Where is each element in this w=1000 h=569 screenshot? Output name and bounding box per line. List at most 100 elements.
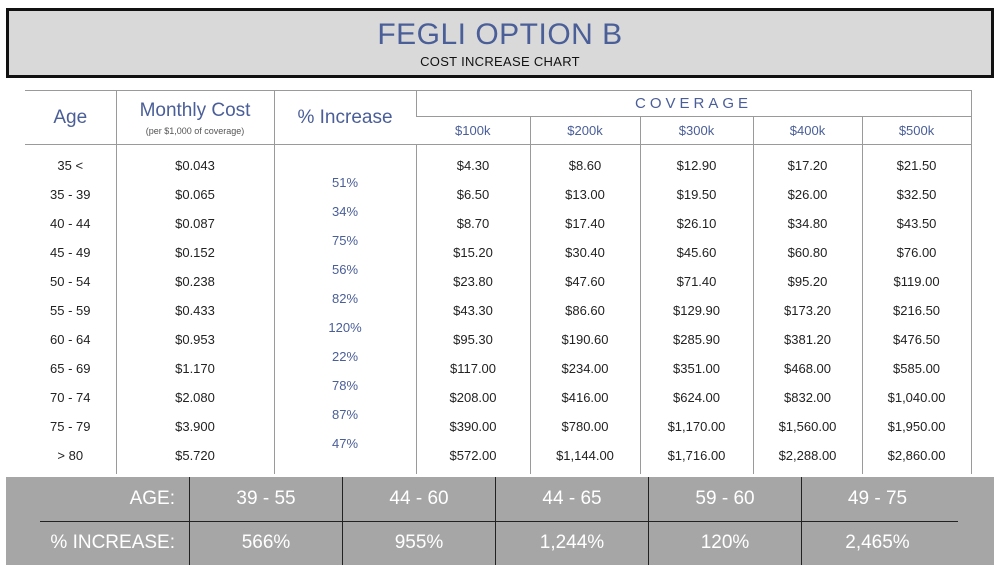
monthly-cost-cell: $0.152 (115, 238, 274, 267)
coverage-cost-cell: $624.00 (639, 383, 753, 412)
coverage-cost-cell: $26.10 (639, 209, 753, 238)
table-row: 40 - 44 $0.087 $8.70 $17.40 $26.10 $34.80 $43.… (25, 209, 972, 238)
header-age: Age (25, 90, 116, 145)
coverage-cost-cell: $13.00 (529, 180, 640, 209)
coverage-cost-cell: $234.00 (529, 354, 640, 383)
coverage-cost-cell: $19.50 (639, 180, 753, 209)
age-cell: 35 < (57, 158, 84, 173)
coverage-cost-cell: $26.00 (752, 180, 862, 209)
coverage-cost-cell: $190.60 (529, 325, 640, 354)
coverage-cost-cell: $351.00 (639, 354, 753, 383)
coverage-cost-cell: $21.50 (861, 144, 972, 180)
summary-age-cell: 44 - 60 (342, 477, 495, 521)
increase-value: 75% (331, 233, 359, 248)
age-cell: 50 - 54 (50, 274, 91, 289)
coverage-cost-cell: $173.20 (752, 296, 862, 325)
header-coverage-500k: $500k (861, 116, 972, 145)
coverage-cost-cell: $572.00 (415, 441, 530, 474)
table-row: 35 < $0.043 51% 34% 75% 56% 82% 120% 22% 78% 87% 47… (25, 144, 972, 474)
monthly-cost-cell: $0.433 (115, 296, 274, 325)
table-row: 75 - 79 $3.900 $390.00 $780.00 $1,170.00 $1,5… (25, 412, 972, 441)
increase-value: 34% (331, 204, 359, 219)
coverage-cost-cell: $17.20 (752, 144, 862, 180)
monthly-cost-cell: $5.720 (115, 441, 274, 474)
header-coverage-400k: $400k (752, 116, 862, 145)
coverage-cost-cell: $416.00 (529, 383, 640, 412)
header-coverage-300k: $300k (639, 116, 753, 145)
table-row: 65 - 69 $1.170 $117.00 $234.00 $351.00 $468.0… (25, 354, 972, 383)
summary-bar: AGE: 39 - 55 44 - 60 44 - 65 59 - 60 49 … (6, 477, 994, 565)
summary-increase-cell: 955% (342, 521, 495, 565)
increase-value: 47% (331, 436, 359, 451)
coverage-cost-cell: $32.50 (861, 180, 972, 209)
coverage-cost-cell: $43.50 (861, 209, 972, 238)
header-monthly-cost: Monthly Cost (per $1,000 of coverage) (115, 90, 274, 145)
table-row: 70 - 74 $2.080 $208.00 $416.00 $624.00 $832.0… (25, 383, 972, 412)
coverage-cost-cell: $832.00 (752, 383, 862, 412)
summary-increase-row: % INCREASE: 566% 955% 1,244% 120% 2,465% (6, 521, 994, 565)
table-row: 50 - 54 $0.238 $23.80 $47.60 $71.40 $95.20 $11… (25, 267, 972, 296)
summary-increase-cell: 566% (189, 521, 342, 565)
increase-value: 120% (328, 320, 362, 335)
summary-increase-cell: 120% (648, 521, 801, 565)
coverage-cost-cell: $95.30 (415, 325, 530, 354)
summary-age-cell: 39 - 55 (189, 477, 342, 521)
increase-column: 51% 34% 75% 56% 82% 120% 22% 78% 87% 47% (273, 144, 416, 474)
monthly-cost-cell: $0.953 (115, 325, 274, 354)
coverage-cost-cell: $60.80 (752, 238, 862, 267)
coverage-cost-cell: $585.00 (861, 354, 972, 383)
monthly-cost-cell: $0.087 (115, 209, 274, 238)
coverage-cost-cell: $216.50 (861, 296, 972, 325)
age-cell: 65 - 69 (50, 361, 91, 376)
coverage-cost-cell: $6.50 (415, 180, 530, 209)
monthly-cost-cell: $3.900 (115, 412, 274, 441)
summary-age-cell: 49 - 75 (801, 477, 953, 521)
coverage-cost-cell: $476.50 (861, 325, 972, 354)
age-cell: 75 - 79 (50, 419, 91, 434)
increase-value: 82% (331, 291, 359, 306)
monthly-cost-cell: $0.065 (115, 180, 274, 209)
header-coverage-200k: $200k (529, 116, 640, 145)
table-row: 60 - 64 $0.953 $95.30 $190.60 $285.90 $381.20… (25, 325, 972, 354)
monthly-cost-cell: $0.043 (115, 144, 274, 180)
monthly-cost-cell: $0.238 (115, 267, 274, 296)
coverage-cost-cell: $8.70 (415, 209, 530, 238)
coverage-cost-cell: $208.00 (415, 383, 530, 412)
page-subtitle: COST INCREASE CHART (420, 53, 580, 69)
table-row: 35 - 39 $0.065 $6.50 $13.00 $19.50 $26.00 $32.… (25, 180, 972, 209)
increase-value: 87% (331, 407, 359, 422)
coverage-cost-cell: $1,950.00 (861, 412, 972, 441)
monthly-cost-cell: $2.080 (115, 383, 274, 412)
summary-age-row: AGE: 39 - 55 44 - 60 44 - 65 59 - 60 49 … (6, 477, 994, 521)
coverage-cost-cell: $1,560.00 (752, 412, 862, 441)
table-row: 45 - 49 $0.152 $15.20 $30.40 $45.60 $60.80 $76… (25, 238, 972, 267)
summary-age-cell: 59 - 60 (648, 477, 801, 521)
coverage-cost-cell: $129.90 (639, 296, 753, 325)
coverage-cost-cell: $15.20 (415, 238, 530, 267)
coverage-cost-cell: $285.90 (639, 325, 753, 354)
chart-header: FEGLI OPTION B COST INCREASE CHART (6, 8, 994, 78)
increase-value: 78% (331, 378, 359, 393)
coverage-cost-cell: $1,716.00 (639, 441, 753, 474)
cost-table: Age Monthly Cost (per $1,000 of coverage… (25, 90, 972, 474)
coverage-cost-cell: $8.60 (529, 144, 640, 180)
coverage-cost-cell: $23.80 (415, 267, 530, 296)
coverage-cost-cell: $1,144.00 (529, 441, 640, 474)
table-row: > 80 $5.720 $572.00 $1,144.00 $1,716.00 $2,28… (25, 441, 972, 474)
coverage-cost-cell: $95.20 (752, 267, 862, 296)
coverage-cost-cell: $780.00 (529, 412, 640, 441)
age-cell: 40 - 44 (50, 216, 91, 231)
coverage-cost-cell: $468.00 (752, 354, 862, 383)
header-monthly-cost-note: (per $1,000 of coverage) (145, 125, 245, 136)
increase-value: 51% (331, 175, 359, 190)
age-cell: 45 - 49 (50, 245, 91, 260)
header-coverage-100k: $100k (416, 116, 530, 145)
coverage-cost-cell: $2,860.00 (861, 441, 972, 474)
coverage-cost-cell: $76.00 (861, 238, 972, 267)
coverage-cost-cell: $390.00 (415, 412, 530, 441)
coverage-cost-cell: $43.30 (415, 296, 530, 325)
age-cell: 35 - 39 (50, 187, 91, 202)
coverage-cost-cell: $1,040.00 (861, 383, 972, 412)
page-title: FEGLI OPTION B (377, 17, 623, 51)
header-coverage: COVERAGE (415, 90, 972, 117)
